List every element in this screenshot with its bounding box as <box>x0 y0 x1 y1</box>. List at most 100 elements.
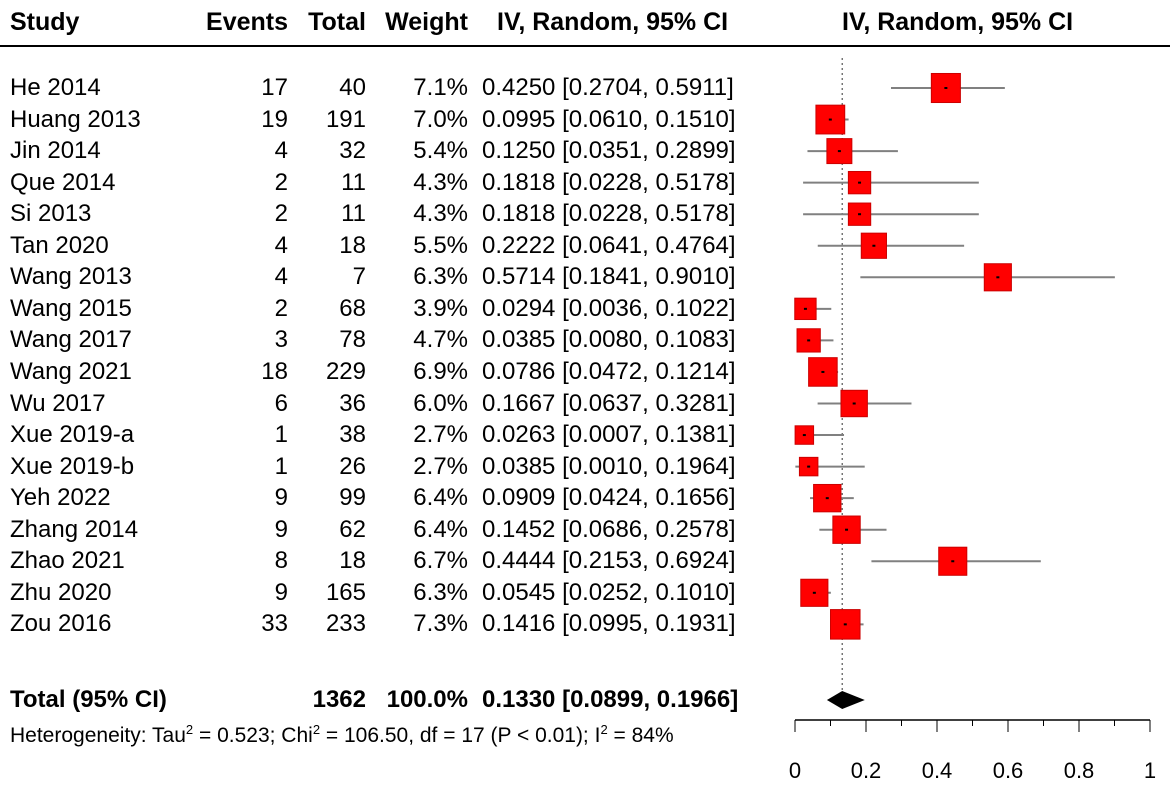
row-weight: 6.0% <box>413 390 468 417</box>
row-weight: 6.3% <box>413 263 468 290</box>
row-events: 4 <box>274 263 288 290</box>
row-study: Xue 2019-b <box>10 453 135 480</box>
x-tick-label: 0.4 <box>922 758 953 783</box>
row-ci: 0.1452 [0.0686, 0.2578] <box>482 516 736 543</box>
row-study: Tan 2020 <box>10 232 109 259</box>
pooled-diamond <box>826 691 865 709</box>
row-study: Zhao 2021 <box>10 547 125 574</box>
row-study: Wang 2021 <box>10 358 132 385</box>
total-n: 1362 <box>312 686 366 713</box>
row-weight: 6.4% <box>413 516 468 543</box>
row-total: 11 <box>341 200 366 227</box>
row-weight: 7.1% <box>413 74 468 101</box>
row-total: 99 <box>339 484 366 511</box>
row-study: Wang 2017 <box>10 326 132 353</box>
row-events: 2 <box>274 169 288 196</box>
row-ci: 0.1250 [0.0351, 0.2899] <box>482 137 736 164</box>
row-weight: 6.3% <box>413 579 468 606</box>
row-total: 38 <box>339 421 366 448</box>
row-weight: 4.7% <box>413 326 468 353</box>
row-study: Zhang 2014 <box>10 516 139 543</box>
row-events: 8 <box>274 547 288 574</box>
row-study: Zou 2016 <box>10 610 112 637</box>
row-ci: 0.0545 [0.0252, 0.1010] <box>482 579 736 606</box>
row-total: 36 <box>339 390 366 417</box>
het-sup-chi: 2 <box>312 722 321 737</box>
total-weight: 100.0% <box>386 686 468 713</box>
row-study: Zhu 2020 <box>10 579 112 606</box>
het-df: = 106.50, df = 17 (P < 0.01); I <box>320 724 601 747</box>
row-total: 18 <box>339 547 366 574</box>
row-events: 17 <box>261 74 288 101</box>
x-tick-label: 0.2 <box>851 758 882 783</box>
het-chi: = 0.523; Chi <box>193 724 313 747</box>
row-total: 32 <box>339 137 366 164</box>
row-ci: 0.1667 [0.0637, 0.3281] <box>482 390 736 417</box>
row-weight: 2.7% <box>413 421 468 448</box>
x-tick-label: 0.6 <box>993 758 1024 783</box>
row-weight: 7.3% <box>413 610 468 637</box>
row-study: Wu 2017 <box>10 390 106 417</box>
row-study: Huang 2013 <box>10 106 141 133</box>
row-events: 6 <box>274 390 288 417</box>
header-events: Events <box>206 8 288 36</box>
row-weight: 6.4% <box>413 484 468 511</box>
row-study: Que 2014 <box>10 169 116 196</box>
row-ci: 0.2222 [0.0641, 0.4764] <box>482 232 736 259</box>
row-ci: 0.0294 [0.0036, 0.1022] <box>482 295 736 322</box>
header-total: Total <box>308 8 366 36</box>
row-ci: 0.0786 [0.0472, 0.1214] <box>482 358 736 385</box>
row-events: 9 <box>274 579 288 606</box>
row-events: 9 <box>274 484 288 511</box>
row-total: 18 <box>339 232 366 259</box>
row-study: Wang 2013 <box>10 263 132 290</box>
row-events: 4 <box>274 232 288 259</box>
row-weight: 4.3% <box>413 200 468 227</box>
row-study: Wang 2015 <box>10 295 132 322</box>
row-total: 11 <box>341 169 366 196</box>
row-total: 62 <box>339 516 366 543</box>
header-weight: Weight <box>385 8 468 36</box>
row-study: Yeh 2022 <box>10 484 111 511</box>
het-i2: = 84% <box>607 724 674 747</box>
row-ci: 0.1818 [0.0228, 0.5178] <box>482 169 736 196</box>
row-ci: 0.4444 [0.2153, 0.6924] <box>482 547 736 574</box>
x-tick-label: 1 <box>1144 758 1156 783</box>
row-ci: 0.5714 [0.1841, 0.9010] <box>482 263 736 290</box>
row-weight: 6.7% <box>413 547 468 574</box>
row-ci: 0.4250 [0.2704, 0.5911] <box>482 74 734 101</box>
row-ci: 0.1818 [0.0228, 0.5178] <box>482 200 736 227</box>
row-events: 1 <box>274 453 288 480</box>
x-tick-label: 0 <box>789 758 801 783</box>
row-total: 40 <box>339 74 366 101</box>
row-study: He 2014 <box>10 74 101 101</box>
row-events: 3 <box>274 326 288 353</box>
row-weight: 4.3% <box>413 169 468 196</box>
row-total: 7 <box>352 263 366 290</box>
row-weight: 6.9% <box>413 358 468 385</box>
row-ci: 0.0995 [0.0610, 0.1510] <box>482 106 736 133</box>
row-weight: 5.5% <box>413 232 468 259</box>
row-total: 191 <box>325 106 366 133</box>
heterogeneity-text: Heterogeneity: Tau2 = 0.523; Chi2 = 106.… <box>10 722 674 748</box>
header-divider <box>0 45 1170 47</box>
row-events: 33 <box>261 610 288 637</box>
total-ci: 0.1330 [0.0899, 0.1966] <box>482 686 739 713</box>
header-plot-ci: IV, Random, 95% CI <box>842 8 1074 36</box>
row-weight: 2.7% <box>413 453 468 480</box>
header-ci: IV, Random, 95% CI <box>497 8 729 36</box>
row-ci: 0.0263 [0.0007, 0.1381] <box>482 421 736 448</box>
row-weight: 7.0% <box>413 106 468 133</box>
row-total: 233 <box>325 610 366 637</box>
row-events: 2 <box>274 200 288 227</box>
row-total: 165 <box>325 579 366 606</box>
het-sup-i: 2 <box>600 722 608 737</box>
row-events: 18 <box>261 358 288 385</box>
het-sup-tau: 2 <box>185 722 194 737</box>
x-tick-label: 0.8 <box>1064 758 1095 783</box>
row-ci: 0.0385 [0.0010, 0.1964] <box>482 453 736 480</box>
row-ci: 0.0385 [0.0080, 0.1083] <box>482 326 736 353</box>
total-label: Total (95% CI) <box>10 686 167 713</box>
row-events: 2 <box>274 295 288 322</box>
